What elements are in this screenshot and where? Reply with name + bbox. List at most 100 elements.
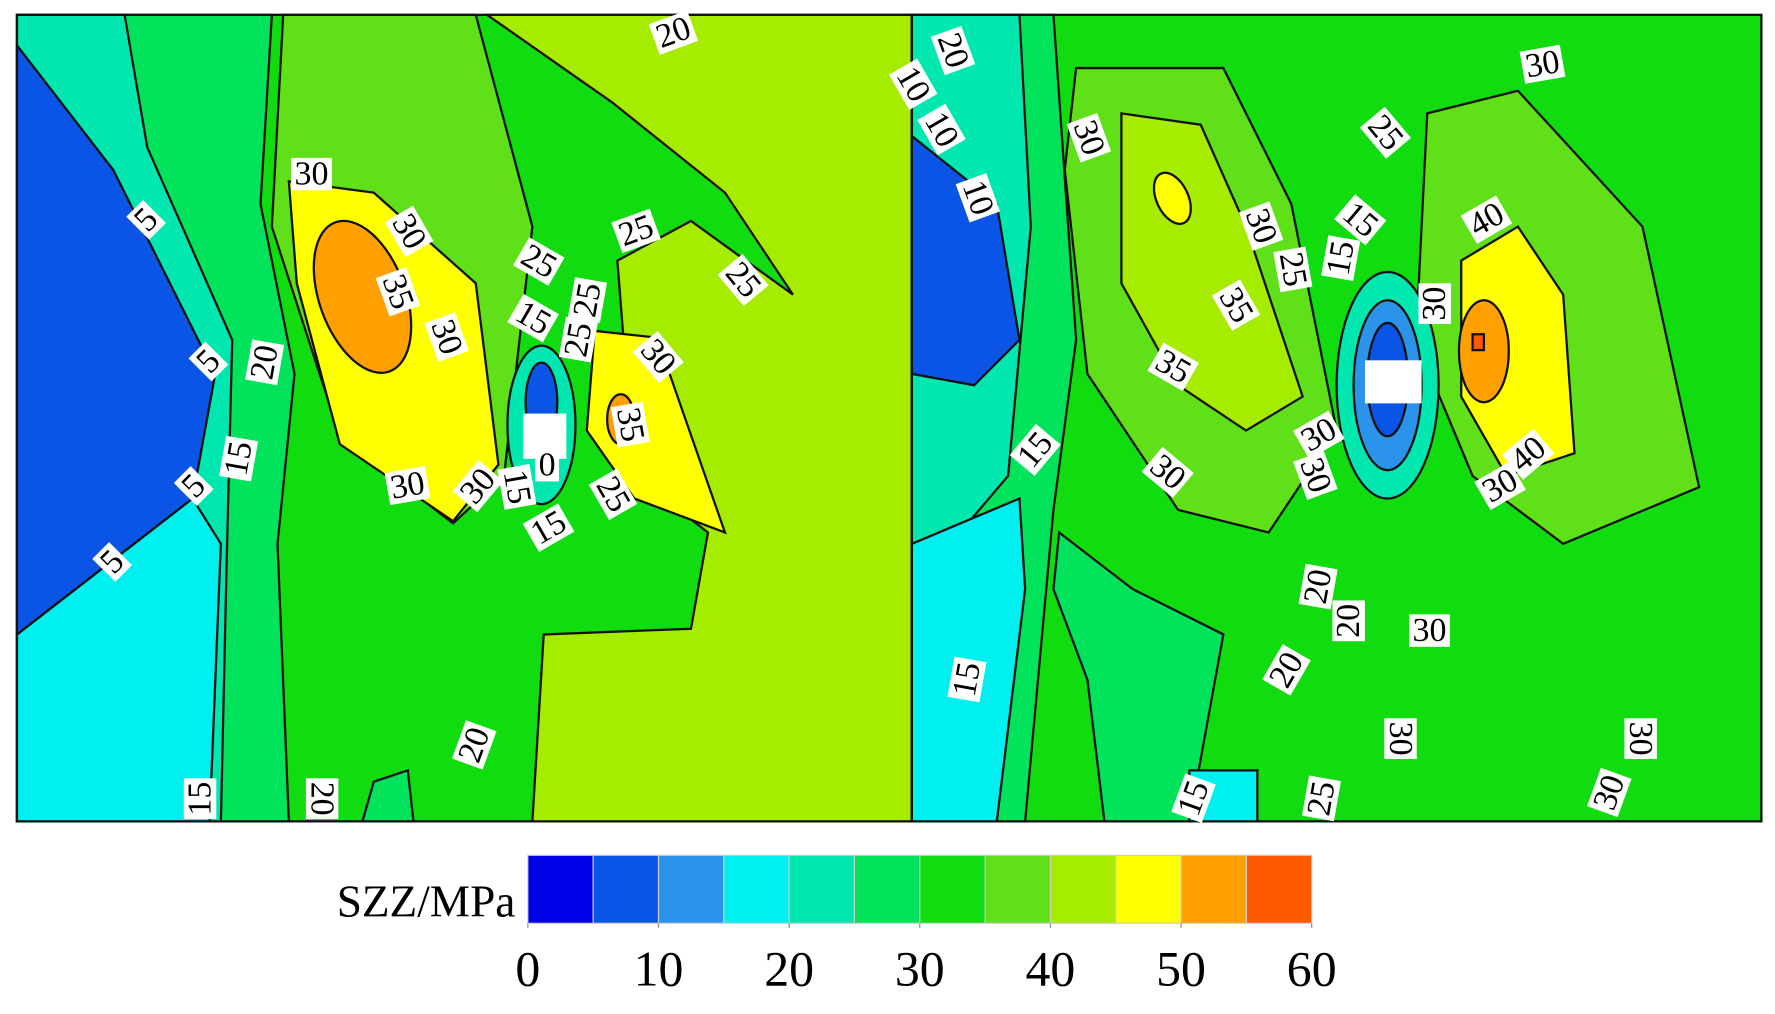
colorbar-swatch [788, 854, 856, 924]
contour-label-bg [126, 199, 167, 240]
contour-label: 35 [609, 401, 651, 448]
contour-label-text: 25 [557, 320, 599, 360]
contour-region [1152, 171, 1192, 225]
contour-label-bg [245, 339, 285, 386]
contour-label-bg [92, 542, 133, 582]
contour-label-bg [567, 277, 608, 323]
contour-label: 15 [182, 778, 219, 820]
contour-label: 25 [557, 316, 600, 363]
contour-label: 30 [1409, 612, 1450, 649]
contour-label: 30 [1416, 283, 1453, 325]
colorbar-label: SZZ/MPa [337, 877, 516, 927]
contour-label-bg [305, 778, 339, 820]
contour-label-bg [1293, 450, 1338, 501]
contour-label: 20 [1297, 563, 1339, 610]
contour-label-bg [1384, 718, 1417, 760]
contour-label-bg [1359, 106, 1411, 159]
contour-label-bg [1519, 44, 1566, 84]
colorbar-tick-label: 20 [764, 942, 814, 997]
contour-label-bg [648, 10, 699, 55]
contour-label-bg [424, 312, 469, 362]
contour-region [1052, 530, 1225, 823]
contour-label-bg [611, 208, 661, 254]
contour-label-text: 35 [609, 405, 651, 445]
contour-label-text: 30 [1416, 287, 1453, 321]
hole [1364, 360, 1422, 404]
contour-label-bg [1624, 718, 1657, 760]
contour-label-bg [888, 58, 938, 111]
contour-label-bg [1334, 194, 1387, 246]
contour-label-bg [1301, 775, 1342, 822]
contour-label-bg [947, 656, 987, 703]
contour-label-bg [291, 157, 332, 191]
contour-label-bg [384, 205, 434, 258]
colorbar-swatch [1049, 854, 1117, 924]
contour-label-bg [1460, 195, 1513, 244]
contour-label-bg [917, 103, 966, 156]
contour-label-bg [219, 435, 259, 482]
contour-label-text: 25 [1300, 778, 1342, 818]
contour-label: 15 [496, 464, 538, 510]
contour-label: 20 [243, 339, 286, 386]
contour-label-text: 20 [304, 782, 341, 816]
colorbar-swatch [1115, 854, 1182, 924]
contour-label-bg [522, 503, 575, 552]
colorbar: SZZ/MPa 0 10 20 30 40 50 60 [337, 854, 1337, 997]
contour-label-bg [497, 464, 537, 510]
contour-label-bg [955, 173, 1001, 223]
contour-label: 30 [291, 156, 332, 193]
contour-region [360, 768, 415, 823]
contour-label-text: 30 [1413, 612, 1447, 649]
contour-label-text: 30 [388, 464, 428, 506]
contour-label-text: 15 [182, 782, 219, 816]
contour-label-bg [610, 401, 650, 448]
colorbar-tick-label: 10 [634, 942, 684, 997]
colorbar-swatch [1180, 854, 1247, 924]
colorbar-swatch [919, 854, 986, 924]
contour-label-bg [1293, 410, 1345, 460]
colorbar-tick-label: 60 [1287, 942, 1337, 997]
colorbar-swatch [723, 854, 790, 924]
contour-label-text: 15 [496, 467, 538, 507]
contour-label-bg [1066, 113, 1112, 163]
contour-label-bg [507, 293, 559, 343]
contour-label-bg [1171, 773, 1216, 823]
contour-label: 15 [217, 435, 260, 482]
colorbar-tick-label: 30 [895, 942, 945, 997]
contour-label: 0 [535, 447, 560, 484]
contour-label-text: 30 [295, 156, 329, 193]
contour-label-bg [1587, 767, 1632, 818]
contour-label: 25 [611, 208, 661, 254]
contour-label: 30 [1519, 43, 1566, 85]
contour-label: 25 [1300, 775, 1343, 822]
contour-label-bg [188, 341, 229, 382]
contour-label-bg [930, 25, 976, 76]
contour-label-text: 30 [1382, 722, 1419, 756]
contour-region [585, 329, 727, 535]
contour-label: 30 [384, 464, 431, 507]
contour-label-text: 25 [1272, 249, 1314, 289]
contour-label: 15 [1320, 235, 1362, 281]
contour-label: 25 [566, 277, 609, 323]
contour-label: 35 [375, 267, 421, 317]
colorbar-swatch [527, 854, 594, 924]
contour-label: 30 [1622, 718, 1659, 760]
contour-label: 20 [1330, 600, 1367, 642]
contour-label-bg [588, 468, 638, 521]
colorbar-tick-label: 0 [515, 942, 540, 997]
contour-label-bg [535, 448, 560, 482]
contour-label-bg [1262, 644, 1311, 696]
contour-label-bg [1332, 600, 1365, 642]
colorbar-tick-label: 50 [1156, 942, 1206, 997]
contour-label-text: 30 [1622, 722, 1659, 756]
contour-label-bg [1141, 446, 1194, 498]
contour-label-bg [183, 778, 217, 820]
colorbar-swatch [984, 854, 1051, 924]
contour-label: 10 [955, 173, 1001, 223]
contour-region [1460, 225, 1576, 478]
colorbar-swatch [1245, 854, 1313, 924]
